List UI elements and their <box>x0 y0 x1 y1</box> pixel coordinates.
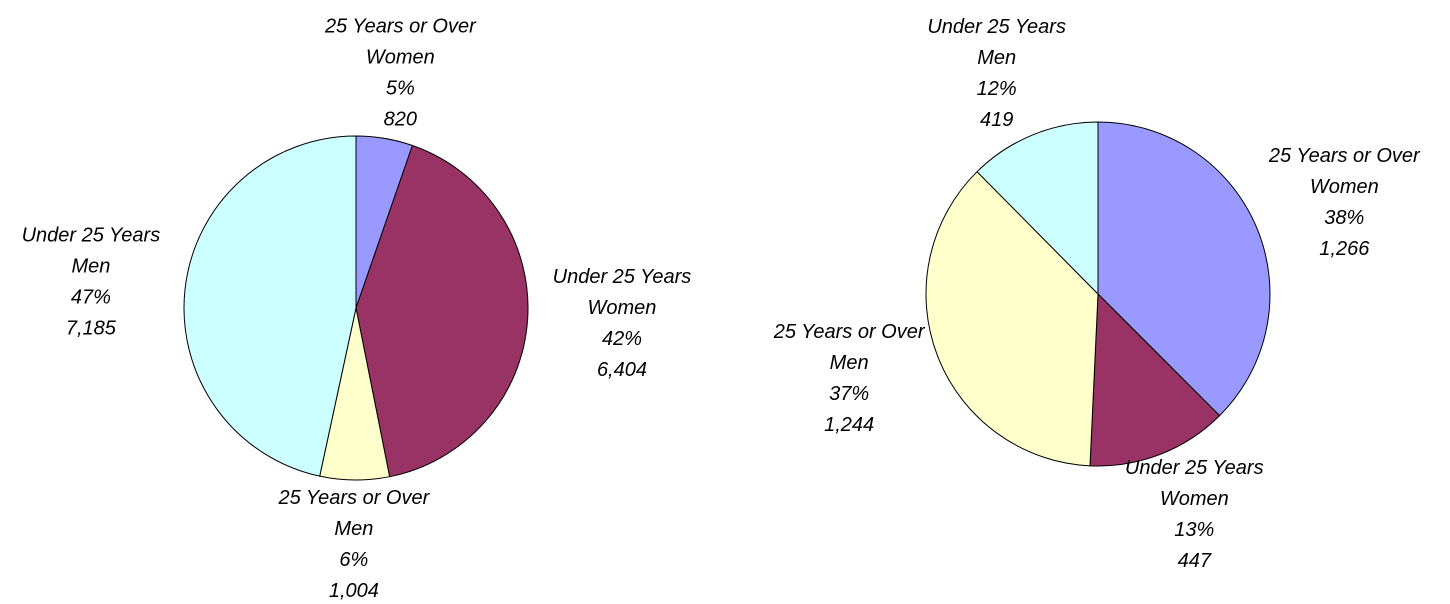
slice-label: 7,185 <box>66 318 117 340</box>
pie-slice <box>1089 292 1221 467</box>
pie-chart: 25 Years or Over Women 38% 1,266 Under 25 Ye… <box>773 16 1421 572</box>
slice-label: Under 25 Years <box>1125 457 1264 479</box>
slice-label: Men <box>830 352 869 374</box>
slice-label: Under 25 Years <box>927 16 1066 38</box>
slice-label: 13% <box>1174 519 1214 541</box>
slice-label: 1,244 <box>824 414 874 436</box>
pie-slice <box>925 170 1099 467</box>
slice-label: 5% <box>386 78 415 100</box>
slice-label: 6,404 <box>597 359 647 381</box>
slice-label: Men <box>977 47 1016 69</box>
slice-label: 25 Years or Over <box>1268 145 1421 167</box>
pie-slice <box>355 144 529 478</box>
slice-label: Women <box>366 47 435 69</box>
pie-slice <box>976 121 1099 296</box>
slice-label: 37% <box>829 383 869 405</box>
slice-label: Men <box>71 256 110 278</box>
slice-label: 419 <box>980 109 1013 131</box>
slice-label: 447 <box>1178 550 1212 572</box>
slice-label: Women <box>1160 488 1229 510</box>
slice-label: 1,266 <box>1319 238 1370 260</box>
pie-slice <box>1097 121 1271 417</box>
slice-label: Under 25 Years <box>22 225 161 247</box>
slice-label: 820 <box>384 109 417 131</box>
slice-label: Women <box>1310 176 1379 198</box>
slice-label: 12% <box>977 78 1017 100</box>
slice-label: 25 Years or Over <box>324 16 477 38</box>
slice-label: Women <box>588 297 657 319</box>
slice-label: 1,004 <box>329 580 379 602</box>
slice-label: 47% <box>71 287 111 309</box>
slice-label: 38% <box>1324 207 1364 229</box>
slice-label: Men <box>334 518 373 540</box>
slice-label: 42% <box>602 328 642 350</box>
slice-label: 25 Years or Over <box>773 321 926 343</box>
slice-label: 6% <box>339 549 368 571</box>
slice-label: Under 25 Years <box>553 266 692 288</box>
slice-label: 25 Years or Over <box>277 487 430 509</box>
pie-slice <box>183 135 357 477</box>
pie-chart: 25 Years or Over Women 5% 820 Under 25 Years… <box>22 16 692 602</box>
